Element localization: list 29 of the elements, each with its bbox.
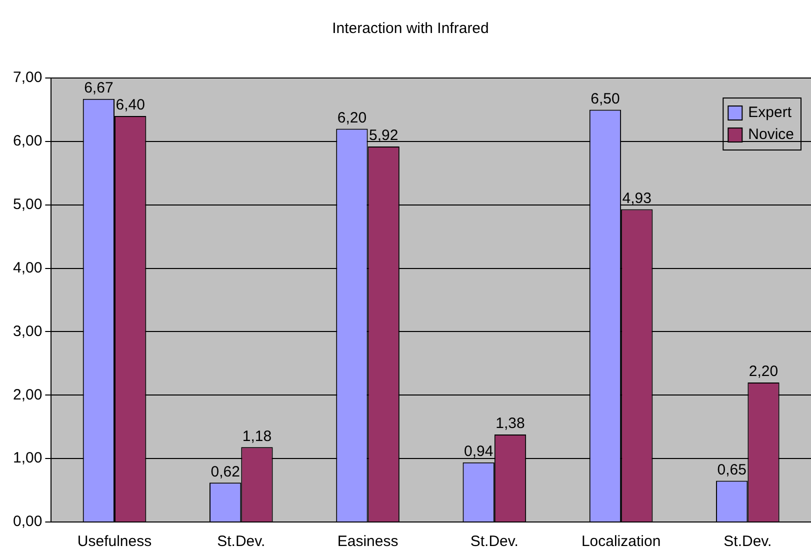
y-tick-label: 0,00 <box>12 513 42 530</box>
data-label: 0,62 <box>210 463 240 480</box>
legend-label: Novice <box>748 126 794 144</box>
data-label: 1,38 <box>496 415 525 432</box>
x-tick-label: Localization <box>581 533 661 550</box>
data-label: 6,40 <box>116 96 145 114</box>
x-tick-label: Usefulness <box>77 533 152 550</box>
data-label: 6,50 <box>590 90 620 108</box>
data-label: 4,93 <box>622 190 652 207</box>
y-tick-label: 2,00 <box>12 386 42 404</box>
x-tick-label: St.Dev. <box>217 533 266 550</box>
y-tick-label: 3,00 <box>12 322 42 340</box>
y-tick-label: 7,00 <box>12 69 42 86</box>
legend-label: Expert <box>748 104 792 122</box>
data-label: 1,18 <box>242 428 272 445</box>
y-tick-label: 5,00 <box>12 196 42 213</box>
data-label: 0,94 <box>464 443 494 460</box>
data-label: 6,20 <box>337 109 367 126</box>
y-tick-label: 4,00 <box>12 259 42 276</box>
y-tick-label: 6,00 <box>12 132 42 150</box>
x-tick-label: St.Dev. <box>470 533 518 550</box>
data-label: 6,67 <box>84 80 114 97</box>
data-label: 0,65 <box>717 461 746 478</box>
data-label: 2,20 <box>748 363 778 380</box>
x-tick-label: Easiness <box>337 533 398 550</box>
data-label: 5,92 <box>369 127 398 144</box>
y-tick-label: 1,00 <box>12 450 42 467</box>
x-tick-label: St.Dev. <box>724 533 772 550</box>
chart-title: Interaction with Infrared <box>332 20 489 38</box>
